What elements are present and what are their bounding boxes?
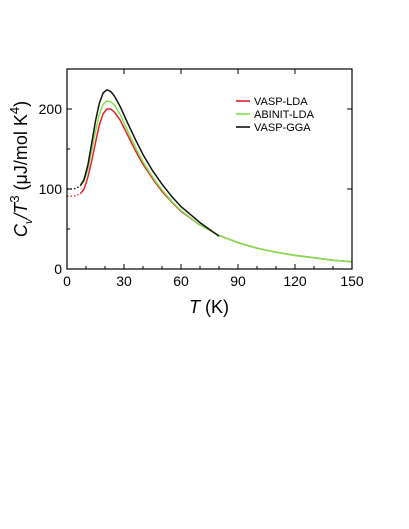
x-tick-label: 0 (63, 273, 71, 289)
y-axis-c: C (11, 223, 31, 237)
x-axis-symbol: T (189, 297, 202, 317)
y-axis-unit-exp: 4 (7, 107, 22, 114)
legend-label-3: VASP-GGA (254, 122, 311, 134)
y-tick-label: 0 (54, 261, 62, 277)
y-axis-close: ) (11, 101, 31, 107)
y-tick-label: 100 (39, 181, 63, 197)
y-axis-title: Cv/T3 (μJ/mol K4) (7, 101, 35, 237)
legend-label-1: VASP-LDA (254, 96, 308, 108)
plot-frame (66, 68, 353, 270)
y-axis-exp: 3 (7, 195, 22, 202)
x-tick-label: 60 (173, 273, 189, 289)
y-axis-over-t: /T (11, 201, 31, 221)
x-axis-unit: (K) (200, 297, 229, 317)
y-axis-v-subscript: v (23, 217, 35, 224)
y-tick-label: 200 (39, 101, 63, 117)
legend-label-2: ABINIT-LDA (254, 109, 315, 121)
x-axis-title: T (K) (189, 297, 229, 317)
series-2-line (79, 100, 353, 263)
x-tick-label: 150 (340, 273, 364, 289)
axis-ticks: 0 30 60 90 120 150 0 100 200 (39, 68, 364, 289)
x-tick-label: 30 (116, 273, 132, 289)
plot-series (67, 89, 353, 263)
series-1-line (79, 108, 353, 263)
series-3-dotted-segment (67, 185, 81, 190)
x-tick-label: 90 (230, 273, 246, 289)
y-axis-unit: (μJ/mol K (11, 114, 31, 195)
x-tick-label: 120 (283, 273, 307, 289)
series-1-dotted-segment (67, 193, 81, 197)
series-3-line (79, 89, 220, 237)
